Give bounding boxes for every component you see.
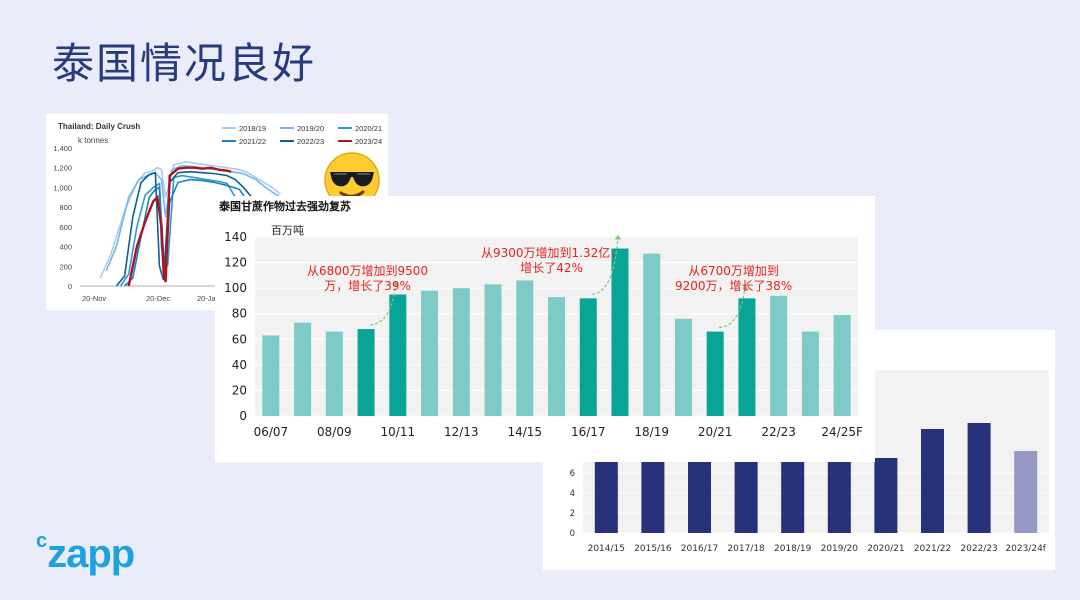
y-tick-label: 140	[224, 230, 247, 244]
x-tick-label: 14/15	[507, 425, 542, 439]
x-tick-label: 2016/17	[681, 544, 718, 554]
bar-11/12	[421, 290, 439, 416]
y-tick-label: 1,400	[53, 144, 72, 153]
y-axis-label: k tonnes	[78, 136, 108, 145]
bar-15/16	[548, 297, 565, 416]
y-tick-label: 2	[570, 509, 575, 519]
bar-16/17	[579, 298, 597, 416]
bar-19/20	[674, 318, 692, 416]
x-tick-label: 2020/21	[867, 544, 904, 554]
y-tick-label: 6	[570, 469, 575, 479]
y-tick-label: 60	[232, 332, 247, 346]
bar-14/15	[516, 280, 534, 416]
chart-title: Thailand: Daily Crush	[58, 122, 140, 131]
x-tick-label: 08/09	[317, 425, 352, 439]
y-tick-label: 0	[68, 282, 72, 291]
x-tick-label: 24/25F	[821, 425, 863, 439]
legend-label: 2021/22	[239, 137, 266, 146]
bar-2022/23	[967, 423, 991, 533]
x-tick-label: 2019/20	[821, 544, 859, 554]
annotation-1: 从6800万增加到9500 万，增长了39%	[307, 264, 429, 293]
annotation-arrowhead-1	[392, 280, 399, 286]
daily-crush-chart: Thailand: Daily Crush k tonnes 0 200 400 600 8…	[53, 122, 382, 303]
x-tick-label: 16/17	[571, 425, 606, 439]
x-tick-label: 2014/15	[588, 544, 625, 554]
y-tick-label: 1,000	[53, 183, 72, 192]
x-tick-label: 2022/23	[960, 544, 997, 554]
sunglasses-emoji-icon	[322, 150, 382, 210]
y-axis-label: 百万吨	[271, 224, 304, 237]
y-tick-label: 600	[59, 223, 72, 232]
x-tick-label: 20/21	[698, 425, 733, 439]
bar-20/21	[706, 331, 724, 416]
series-line-2019-20	[105, 164, 281, 272]
x-tick-label: 18/19	[634, 425, 669, 439]
legend-label: 2019/20	[297, 124, 324, 133]
bar-2023/24f	[1014, 451, 1038, 533]
annotation-arrowhead-3	[741, 284, 748, 290]
annotation-arrowhead-2	[614, 234, 621, 240]
bar-17/18	[611, 248, 629, 416]
x-tick-label: 20-Dec	[146, 294, 170, 303]
y-tick-label: 20	[232, 383, 247, 397]
annotation-2: 从9300万增加到1.32亿， 增长了42%	[481, 246, 623, 275]
x-tick-label: 2015/16	[634, 544, 672, 554]
bar-13/14	[484, 284, 502, 416]
bar-08/09	[325, 331, 343, 416]
bar-09/10	[357, 329, 375, 416]
slide-title: 泰国情况良好	[52, 39, 317, 88]
bar-06/07	[262, 335, 280, 416]
bar-07/08	[294, 322, 312, 416]
legend-label: 2018/19	[239, 124, 266, 133]
x-tick-label: 20-Nov	[82, 294, 106, 303]
x-tick-label: 2017/18	[727, 544, 765, 554]
series-line-2023-24	[127, 166, 232, 287]
x-tick-label: 10/11	[381, 425, 416, 439]
y-tick-label: 40	[232, 358, 247, 372]
bar-12/13	[452, 288, 470, 416]
y-tick-label: 100	[224, 281, 247, 295]
y-tick-label: 1,200	[53, 164, 72, 173]
x-tick-label: 2023/24f	[1005, 544, 1046, 554]
y-tick-label: 0	[239, 409, 247, 423]
annotation-3: 从6700万增加到 9200万，增长了38%	[675, 264, 793, 293]
bar-24/25F	[833, 314, 851, 416]
y-tick-label: 0	[570, 529, 575, 539]
annotation-arrow-1	[369, 282, 397, 326]
y-tick-label: 120	[224, 256, 247, 270]
cane-crop-chart-card: 泰国甘蔗作物过去强劲复苏 百万吨 0 20 40 60 80 100 120 140 06/07 08…	[215, 196, 875, 462]
annotation-arrow-3	[719, 286, 746, 329]
y-tick-label: 400	[59, 243, 72, 252]
x-tick-label: 06/07	[254, 425, 289, 439]
y-tick-label: 800	[59, 203, 72, 212]
y-tick-label: 4	[570, 489, 575, 499]
legend-label: 2020/21	[355, 124, 382, 133]
x-tick-label: 2021/22	[914, 544, 951, 554]
legend-label: 2022/23	[297, 137, 324, 146]
y-tick-label: 200	[59, 262, 72, 271]
bar-10/11	[389, 294, 407, 416]
czapp-logo: czapp	[36, 529, 135, 576]
x-tick-label: 12/13	[444, 425, 479, 439]
legend-label: 2023/24	[355, 137, 382, 146]
bar-22/23	[770, 295, 788, 416]
bar-18/19	[643, 253, 661, 416]
x-tick-label: 22/23	[761, 425, 796, 439]
y-tick-label: 80	[232, 307, 247, 321]
bar-2020/21	[874, 458, 898, 533]
x-tick-label: 2018/19	[774, 544, 812, 554]
bar-23/24	[801, 331, 819, 416]
bar-21/22	[738, 298, 756, 416]
bar-2021/22	[921, 429, 944, 533]
chart-title: 泰国甘蔗作物过去强劲复苏	[218, 199, 351, 213]
x-tick-label: 20-Jan	[197, 294, 220, 303]
